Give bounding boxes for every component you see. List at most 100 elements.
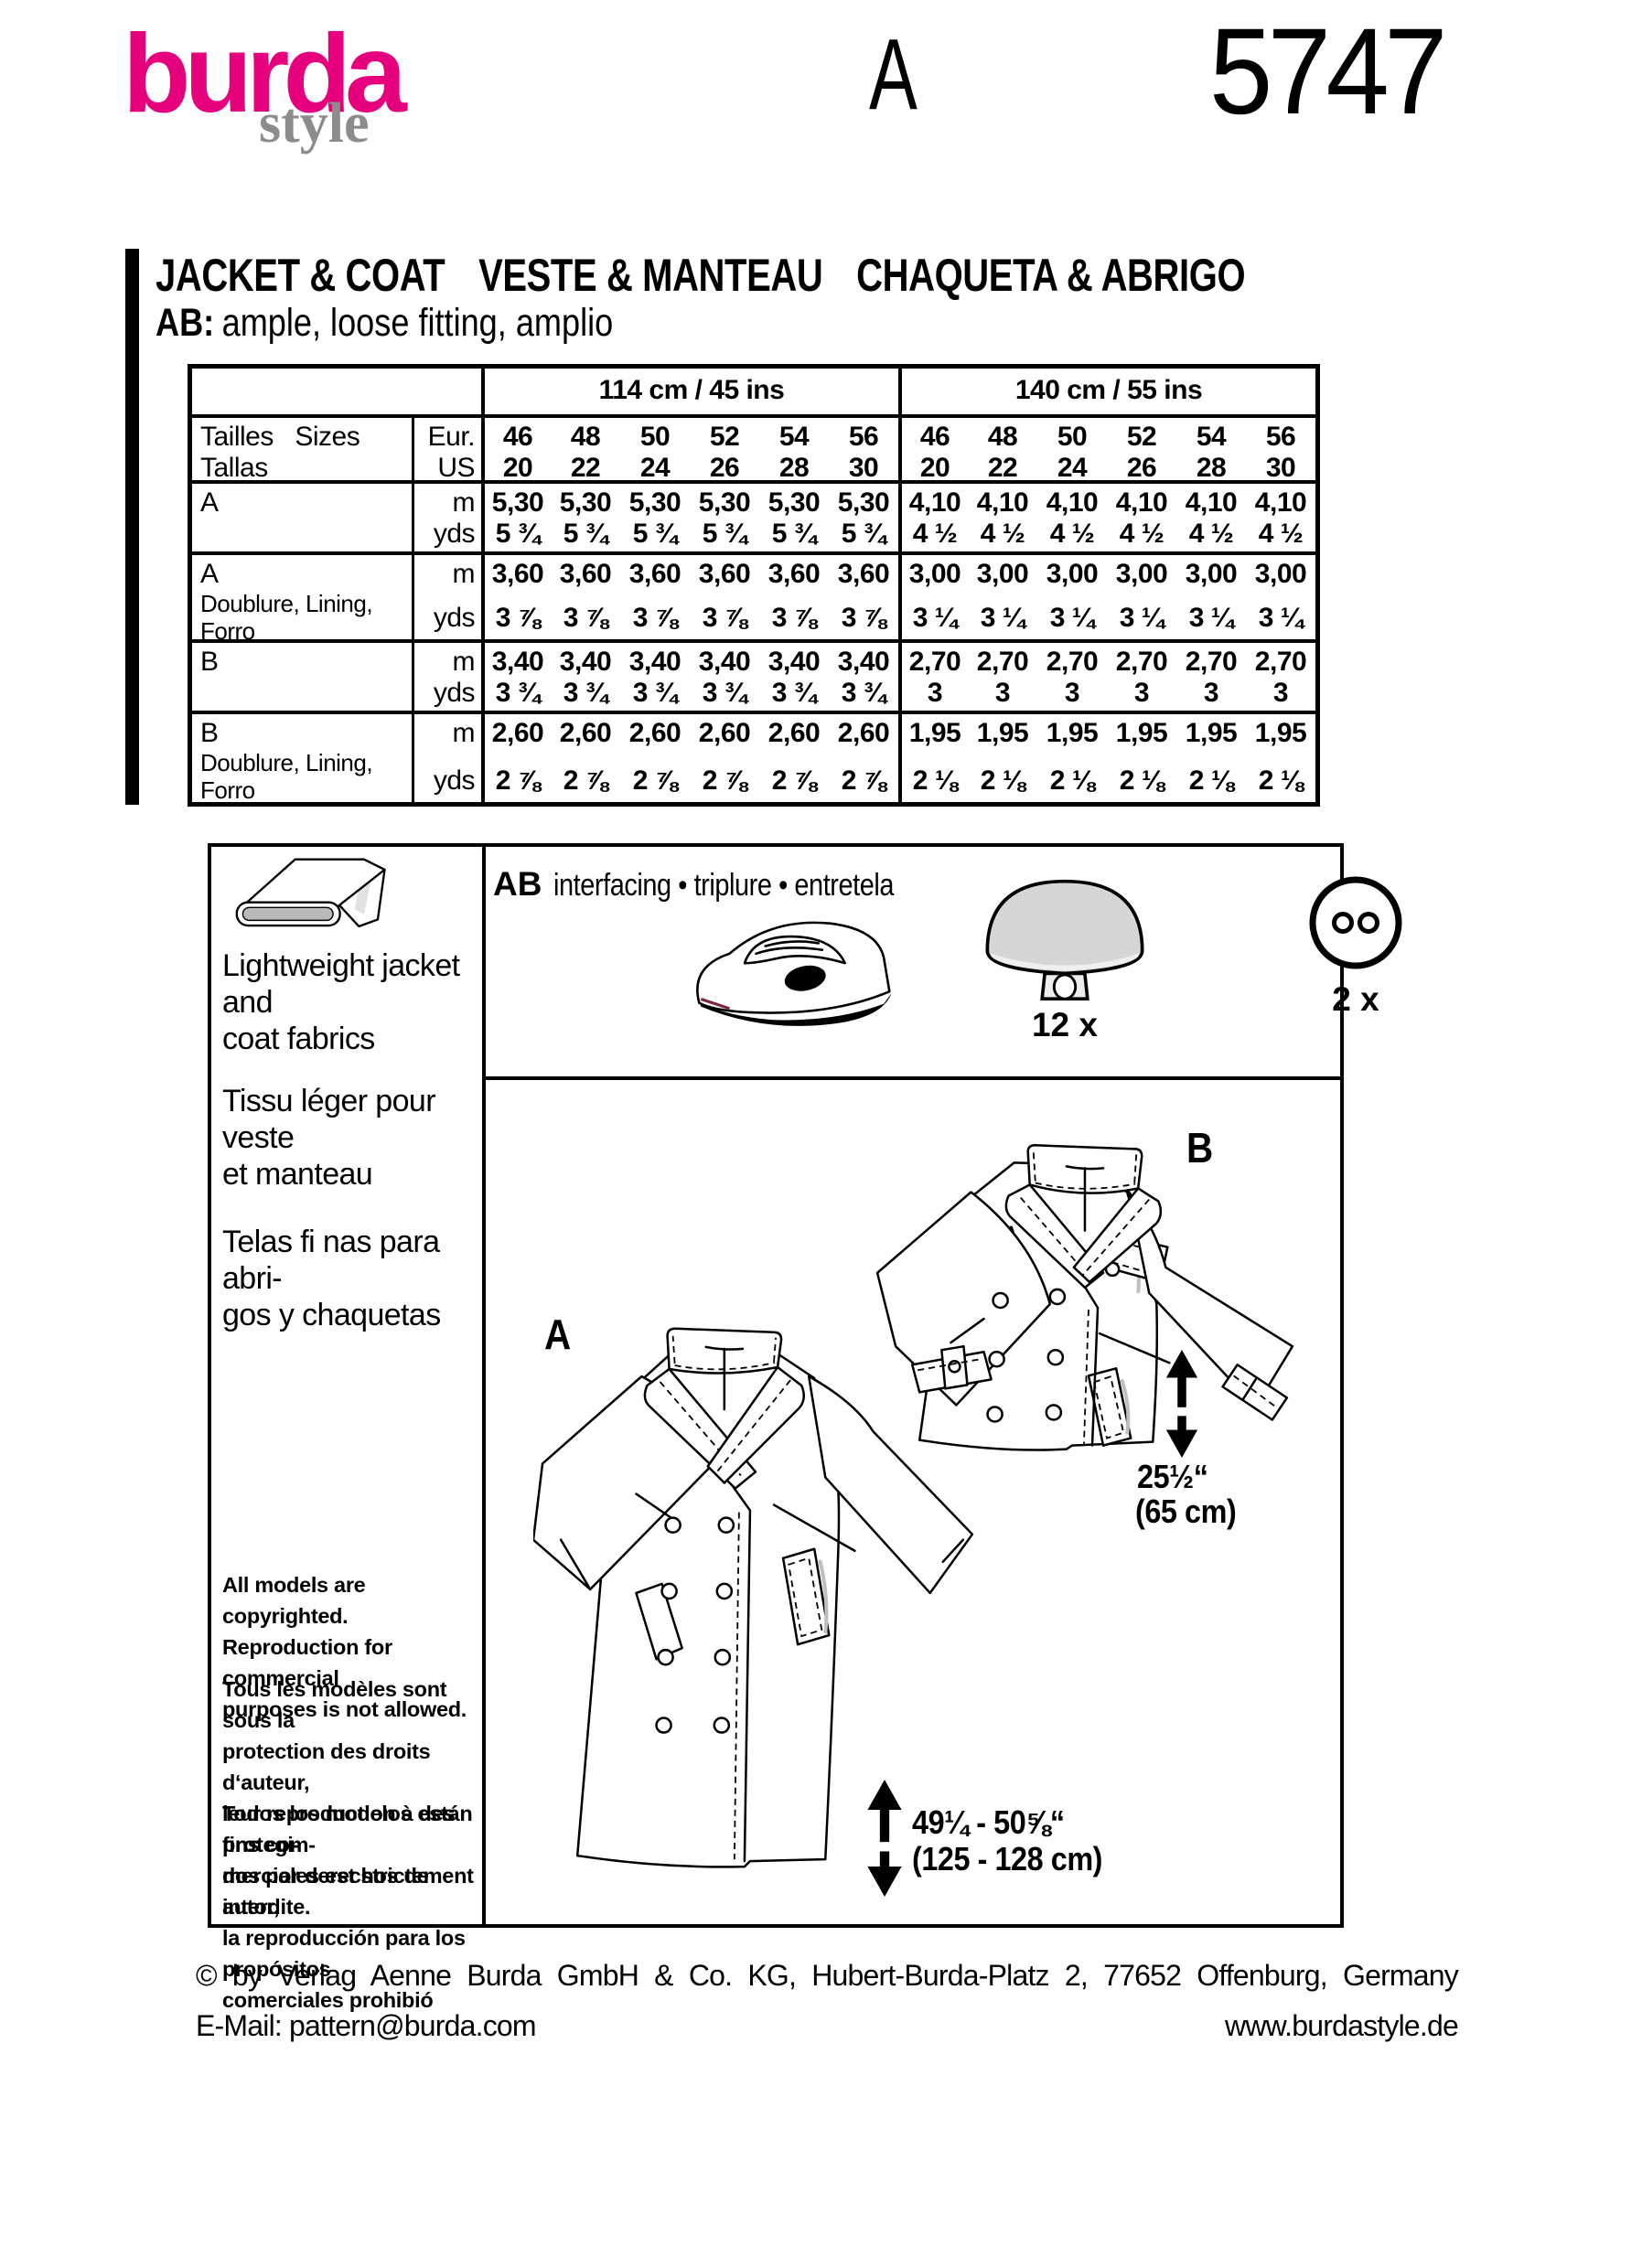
yardage-value-cell: 3,60 3 ⅞ [759, 555, 829, 643]
sizes-label-line2: Tallas [200, 453, 268, 483]
yards-value: 3 ¾ [632, 678, 678, 708]
meters-value: 5,30 [491, 487, 544, 518]
garment-title: JACKET & COAT VESTE & MANTEAU CHAQUETA & A… [156, 249, 1279, 302]
coat-a-drawing [533, 1321, 993, 1891]
meters-value: 5,30 [767, 487, 821, 518]
table-corner-cell [192, 369, 481, 418]
title-left-rule [125, 249, 139, 805]
size-eur: 46 [502, 422, 533, 452]
yardage-value-cell: 2,60 2 ⅞ [481, 714, 551, 802]
meters-value: 2,70 [1254, 647, 1307, 677]
size-eur: 48 [987, 422, 1018, 452]
yards-value: 2 ⅛ [1119, 765, 1164, 796]
meters-value: 3,60 [559, 559, 612, 589]
fabric-note-es: Telas fi nas para abri- gos y chaquetas [222, 1225, 441, 1332]
yards-value: 3 ¼ [1119, 603, 1164, 633]
size-us: 26 [1126, 453, 1157, 483]
us-label: US [437, 453, 475, 483]
yards-value: 3 [1133, 678, 1150, 708]
notions-text: interfacing • triplure • entretela [553, 868, 895, 903]
yards-value: 2 ⅞ [841, 765, 886, 796]
yardage-value-cell: 4,10 4 ½ [1246, 484, 1315, 555]
unit-yds: yds [433, 678, 476, 708]
size-col-header: 46 20 [481, 418, 551, 484]
yardage-value-cell: 1,95 2 ⅛ [1037, 714, 1107, 802]
meters-value: 2,70 [1046, 647, 1099, 677]
unit-yds: yds [433, 603, 476, 633]
yards-value: 3 ¾ [495, 678, 541, 708]
meters-value: 4,10 [1254, 487, 1307, 518]
yards-value: 3 ¾ [771, 678, 817, 708]
size-col-header: 54 28 [1176, 418, 1246, 484]
fabric-note-en: Lightweight jacket and coat fabrics [222, 948, 460, 1056]
row-view-label: A [200, 487, 219, 518]
yardage-row-label: A Doublure, Lining, Forro [192, 555, 412, 645]
yardage-value-cell: 3,40 3 ¾ [759, 643, 829, 714]
yards-value: 2 ⅛ [1049, 765, 1095, 796]
iron-icon [690, 907, 907, 1037]
unit-cell: m yds [412, 484, 481, 555]
meters-value: 1,95 [1185, 718, 1238, 748]
yards-value: 3 [1272, 678, 1289, 708]
view-b-label: B [1186, 1124, 1214, 1171]
burda-style-logo-sub: style [259, 92, 370, 155]
meters-value: 2,60 [767, 718, 821, 748]
size-us: 30 [848, 453, 879, 483]
meters-value: 5,30 [559, 487, 612, 518]
unit-m: m [452, 647, 476, 677]
yards-value: 3 [1203, 678, 1219, 708]
yardage-value-cell: 3,00 3 ¼ [1246, 555, 1315, 643]
burda-logo: burda [123, 11, 407, 135]
yards-value: 2 ⅞ [563, 765, 608, 796]
sizes-label-line1: Tailles Sizes [200, 422, 360, 452]
title-fr: VESTE & MANTEAU [478, 250, 823, 301]
yardage-value-cell: 3,60 3 ⅞ [829, 555, 898, 643]
yardage-value-cell: 3,40 3 ¾ [690, 643, 759, 714]
copyright-en: All models are copyrighted. Reproduction… [222, 1573, 467, 1721]
fit-views-prefix: AB: [156, 301, 215, 345]
yards-value: 4 ½ [1049, 519, 1095, 549]
row-view-label: A [200, 559, 219, 589]
publisher-line: © by Verlag Aenne Burda GmbH & Co. KG, H… [196, 1959, 1459, 1992]
meters-value: 1,95 [976, 718, 1029, 748]
fabric-bolt-icon [230, 854, 396, 940]
yardage-value-cell: 4,10 4 ½ [1037, 484, 1107, 555]
yards-value: 3 ¾ [563, 678, 608, 708]
meters-value: 4,10 [1185, 487, 1238, 518]
yardage-value-cell: 2,70 3 [1037, 643, 1107, 714]
yards-value: 3 ⅞ [563, 603, 608, 633]
notions-views-label: AB [493, 865, 542, 903]
yards-value: 2 ⅛ [980, 765, 1025, 796]
shank-button-icon [978, 871, 1152, 1004]
meters-value: 3,40 [698, 647, 751, 677]
size-eur: 52 [1126, 422, 1157, 452]
width-header: 114 cm / 45 ins [598, 375, 785, 405]
fabric-note-fr: Tissu léger pour veste et manteau [222, 1084, 436, 1192]
yardage-value-cell: 3,40 3 ¾ [551, 643, 620, 714]
yardage-value-cell: 1,95 2 ⅛ [1107, 714, 1176, 802]
width-group-140: 140 cm / 55 ins [898, 369, 1315, 418]
yardage-value-cell: 1,95 2 ⅛ [1246, 714, 1315, 802]
yardage-value-cell: 3,40 3 ¾ [620, 643, 690, 714]
two-hole-button-icon [1305, 872, 1406, 973]
size-us: 24 [639, 453, 671, 483]
meters-value: 2,70 [908, 647, 961, 677]
yards-value: 2 ⅞ [771, 765, 817, 796]
meters-value: 5,30 [628, 487, 681, 518]
size-eur: 50 [639, 422, 671, 452]
meters-value: 3,60 [698, 559, 751, 589]
yardage-value-cell: 3,00 3 ¼ [898, 555, 968, 643]
meters-value: 2,70 [1185, 647, 1238, 677]
meters-value: 3,00 [1046, 559, 1099, 589]
row-view-label: B [200, 718, 219, 748]
yards-value: 3 ¾ [702, 678, 747, 708]
yardage-value-cell: 4,10 4 ½ [898, 484, 968, 555]
yards-value: 3 ⅞ [632, 603, 678, 633]
yards-value: 3 ¼ [1258, 603, 1304, 633]
meters-value: 2,60 [698, 718, 751, 748]
yardage-value-cell: 2,60 2 ⅞ [829, 714, 898, 802]
size-col-header: 48 22 [968, 418, 1037, 484]
meters-value: 4,10 [1115, 487, 1168, 518]
yards-value: 3 ¼ [1188, 603, 1234, 633]
